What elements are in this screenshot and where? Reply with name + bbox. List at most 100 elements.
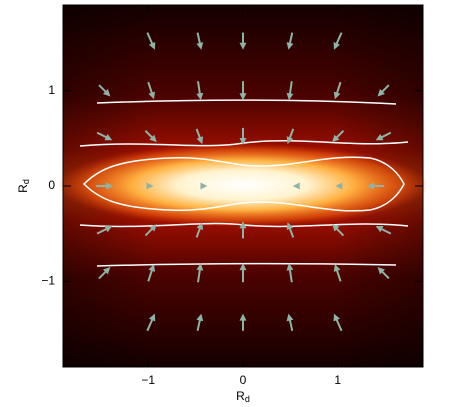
arrow bbox=[196, 263, 204, 283]
arrow-head bbox=[196, 136, 204, 145]
arrow-head bbox=[146, 182, 154, 190]
arrow-head bbox=[196, 313, 204, 322]
arrow-head bbox=[196, 42, 204, 50]
arrow bbox=[286, 128, 295, 145]
arrow bbox=[144, 224, 157, 237]
arrow-head bbox=[375, 134, 384, 141]
arrow-head bbox=[239, 42, 247, 50]
y-tick-label: 0 bbox=[48, 178, 55, 192]
arrow-head bbox=[333, 41, 340, 50]
arrow bbox=[286, 222, 295, 238]
arrow bbox=[239, 127, 247, 146]
arrow-shaft bbox=[147, 268, 154, 282]
arrow-shaft bbox=[335, 268, 342, 282]
x-tick-label: 1 bbox=[334, 373, 341, 387]
arrow bbox=[195, 128, 204, 145]
arrow bbox=[196, 32, 204, 50]
arrow-shaft bbox=[146, 317, 154, 332]
arrow-shaft bbox=[335, 317, 343, 332]
y-axis-label: Rd bbox=[16, 179, 31, 193]
arrow-head bbox=[148, 41, 156, 50]
arrow bbox=[375, 131, 392, 141]
arrow-head bbox=[286, 263, 294, 271]
arrow-head bbox=[239, 313, 247, 321]
arrow bbox=[144, 130, 157, 143]
arrow-head bbox=[286, 222, 294, 230]
arrow-head bbox=[335, 182, 343, 190]
arrow bbox=[335, 182, 343, 190]
arrow-head bbox=[104, 134, 113, 141]
arrow-head bbox=[148, 313, 156, 322]
arrow bbox=[96, 182, 114, 190]
arrow bbox=[195, 222, 204, 238]
arrow-head bbox=[286, 313, 294, 322]
arrow-head bbox=[196, 263, 204, 271]
arrow bbox=[239, 313, 247, 331]
arrow-shaft bbox=[197, 267, 202, 283]
arrow bbox=[333, 32, 343, 50]
arrow-shaft bbox=[335, 32, 343, 46]
arrow bbox=[292, 182, 300, 190]
arrow-head bbox=[196, 92, 204, 101]
arrow bbox=[377, 266, 390, 280]
y-tick-label: −1 bbox=[41, 273, 55, 287]
arrow-head bbox=[286, 136, 294, 145]
arrow-shaft bbox=[196, 318, 202, 332]
arrow-shaft bbox=[196, 32, 202, 46]
arrow bbox=[286, 313, 294, 332]
arrow-head bbox=[286, 92, 294, 101]
arrow-head bbox=[377, 266, 385, 275]
arrow-shaft bbox=[147, 81, 154, 95]
arrow-shaft bbox=[288, 32, 294, 46]
arrow bbox=[196, 81, 204, 101]
arrow-head bbox=[239, 138, 247, 146]
arrow bbox=[332, 224, 345, 237]
x-tick-label: −1 bbox=[141, 373, 155, 387]
x-tick-label: 0 bbox=[240, 373, 247, 387]
arrow bbox=[239, 263, 247, 283]
arrow bbox=[377, 84, 390, 97]
arrow bbox=[196, 313, 204, 332]
arrow bbox=[239, 32, 247, 50]
arrow bbox=[146, 182, 154, 190]
arrow-head bbox=[292, 182, 300, 190]
arrow-head bbox=[196, 222, 204, 230]
arrow-head bbox=[239, 221, 247, 229]
arrow bbox=[286, 81, 294, 101]
arrow-head bbox=[333, 264, 341, 272]
arrow-head bbox=[102, 266, 111, 275]
arrow bbox=[147, 264, 156, 282]
arrow-shaft bbox=[288, 81, 293, 96]
arrow-shaft bbox=[197, 81, 202, 96]
arrow bbox=[332, 130, 345, 143]
arrow-shaft bbox=[288, 267, 293, 283]
arrow bbox=[367, 182, 385, 190]
arrow bbox=[96, 226, 113, 235]
arrow-head bbox=[102, 89, 111, 97]
arrow-head bbox=[104, 226, 113, 233]
arrow-head bbox=[333, 313, 340, 322]
arrow bbox=[239, 221, 247, 239]
arrow-head bbox=[239, 263, 247, 271]
arrow bbox=[375, 226, 392, 235]
heatmap bbox=[58, 5, 428, 367]
arrow bbox=[333, 264, 342, 282]
arrow bbox=[286, 32, 294, 50]
arrow-head bbox=[106, 182, 114, 190]
arrow-shaft bbox=[335, 81, 342, 95]
arrow-head bbox=[200, 182, 208, 190]
arrow-head bbox=[148, 264, 156, 272]
arrow-head bbox=[332, 134, 340, 143]
arrow bbox=[333, 313, 343, 332]
arrow-head bbox=[377, 89, 385, 97]
arrow-head bbox=[286, 42, 294, 50]
arrow bbox=[239, 81, 247, 101]
arrow bbox=[147, 81, 156, 100]
arrow bbox=[333, 81, 342, 100]
y-tick-label: 1 bbox=[48, 83, 55, 97]
arrow-head bbox=[367, 182, 375, 190]
arrow-shaft bbox=[288, 318, 294, 332]
arrow bbox=[286, 263, 294, 283]
arrow-head bbox=[239, 93, 247, 101]
